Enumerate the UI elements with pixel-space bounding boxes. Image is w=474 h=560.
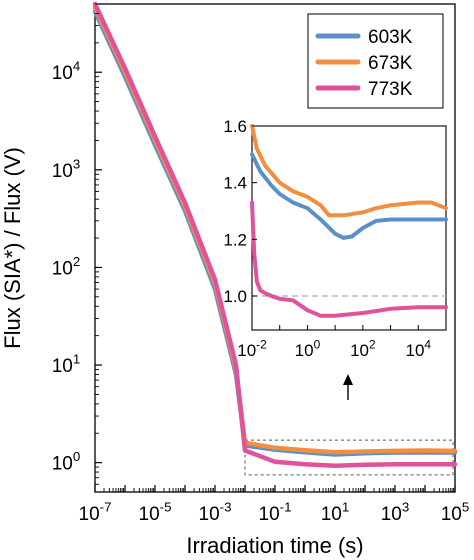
y-tick-label: 102 <box>52 254 81 280</box>
y-axis-label: Flux (SIA*) / Flux (V) <box>0 147 25 349</box>
inset-x-tick-label: 104 <box>406 337 432 360</box>
inset-series-line-773K <box>250 200 448 318</box>
zoom-region-box <box>244 439 454 476</box>
series-line-773K <box>92 1 458 468</box>
inset-series-group <box>250 124 448 318</box>
inset-y-tick-label: 1.4 <box>223 174 247 193</box>
y-tick-label: 103 <box>52 156 81 182</box>
inset-axes: 10-2 100 102 104 1.0 1.2 1.4 1.6 <box>223 117 447 360</box>
x-axis-label: Irradiation time (s) <box>186 533 363 558</box>
x-tick-label: 10-5 <box>139 499 172 525</box>
legend: 603K 673K 773K <box>307 13 444 109</box>
main-series-group <box>92 1 458 468</box>
y-tick-label: 104 <box>52 59 81 85</box>
inset-x-tick-label: 10-2 <box>237 337 267 360</box>
legend-label-603K: 603K <box>368 27 413 48</box>
main-reference-box <box>244 439 454 476</box>
inset-y-tick-label: 1.2 <box>223 230 247 249</box>
x-tick-label: 10-3 <box>199 499 232 525</box>
x-tick-label: 10-7 <box>79 499 112 525</box>
x-tick-label: 10-1 <box>259 499 292 525</box>
inset-series-line-603K <box>250 152 448 240</box>
y-tick-label: 100 <box>52 449 81 475</box>
inset-y-tick-label: 1.6 <box>223 117 247 136</box>
x-tick-label: 103 <box>381 499 410 525</box>
x-tick-label: 101 <box>321 499 350 525</box>
inset-series-line-673K <box>250 124 448 218</box>
inset-y-tick-label: 1.0 <box>223 287 247 306</box>
zoom-arrow <box>343 374 353 400</box>
inset-x-tick-label: 102 <box>350 337 376 360</box>
zoom-arrow-head <box>343 374 353 385</box>
y-tick-label: 101 <box>52 351 81 377</box>
legend-label-673K: 673K <box>368 53 413 74</box>
main-axes: 10-7 10-5 10-3 10-1 101 103 105 100 101 102 103 104 <box>52 3 470 525</box>
legend-label-773K: 773K <box>368 79 413 100</box>
x-tick-label: 105 <box>441 499 470 525</box>
inset-x-tick-label: 100 <box>295 337 321 360</box>
